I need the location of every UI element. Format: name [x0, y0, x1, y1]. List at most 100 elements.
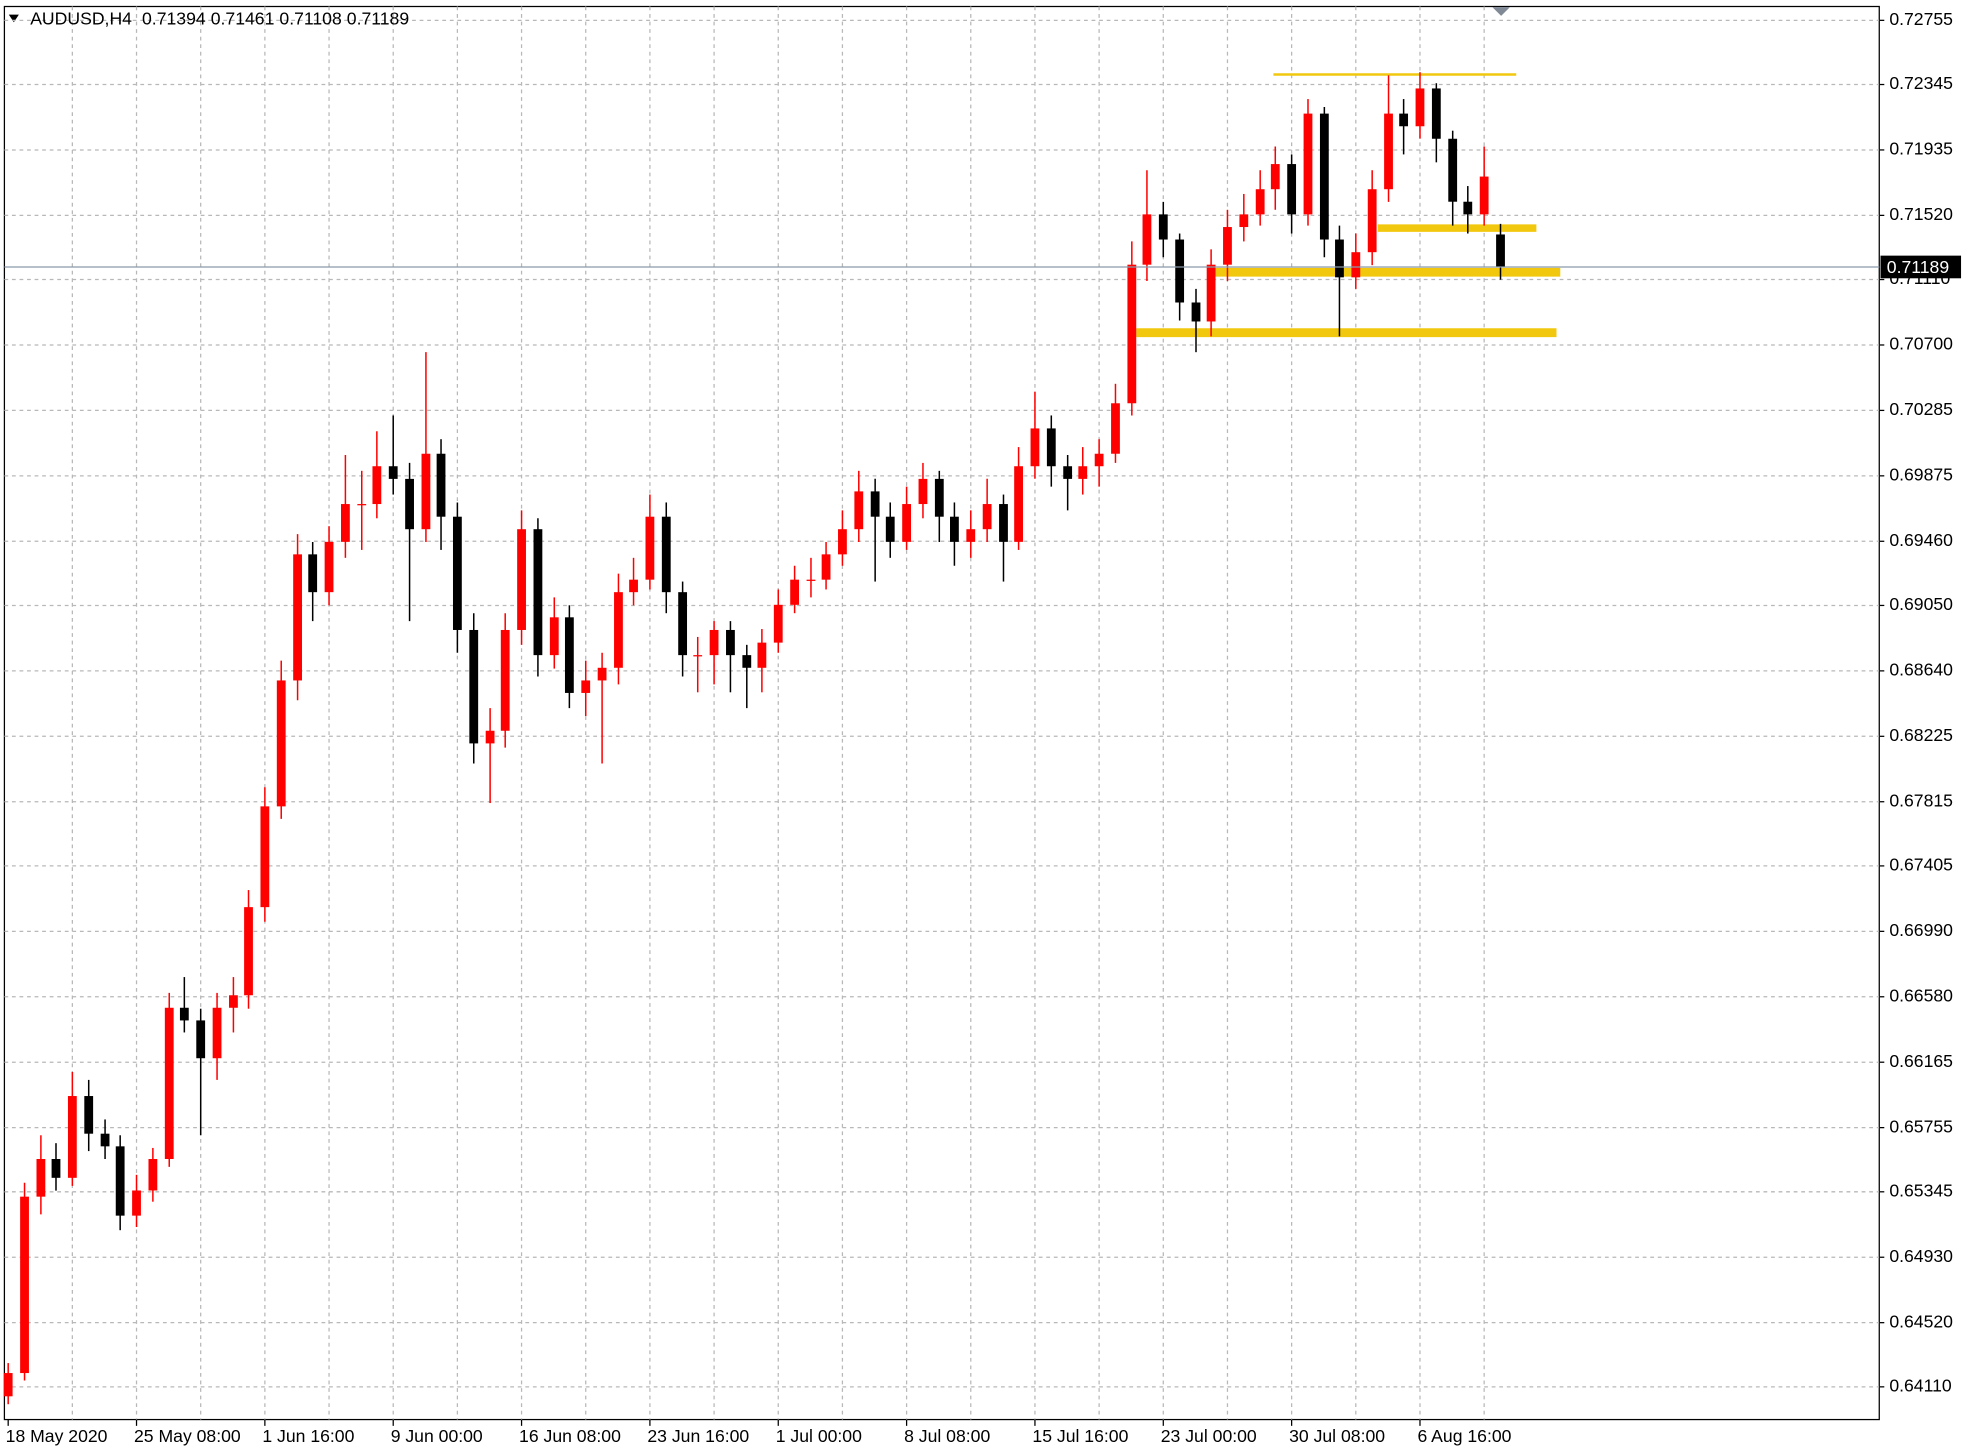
y-tick-label: 0.65345 [1889, 1180, 1953, 1200]
candle-body [1319, 113, 1329, 240]
candle-body [1206, 264, 1216, 322]
candle-body [357, 504, 367, 506]
candle-body [1496, 234, 1505, 267]
candle-body [1479, 176, 1489, 215]
candle-body [20, 1196, 29, 1374]
x-tick-label: 15 Jul 16:00 [1032, 1426, 1128, 1446]
candle-body [436, 453, 446, 517]
candle-body [709, 629, 719, 656]
x-tick-label: 25 May 08:00 [134, 1426, 241, 1446]
candle-body [1399, 113, 1409, 127]
candle-body [1111, 403, 1120, 454]
y-tick-label: 0.68225 [1889, 725, 1953, 745]
candle-body [212, 1007, 222, 1059]
candle-body [276, 680, 286, 807]
candle-body [902, 504, 912, 542]
candle-body [51, 1159, 61, 1178]
candle-body [3, 1373, 13, 1397]
y-tick-label: 0.64110 [1889, 1376, 1952, 1396]
candle-body [293, 554, 302, 681]
candle-body [726, 629, 735, 656]
candle-body [115, 1146, 125, 1216]
candle-body [1030, 428, 1040, 467]
candle-body [469, 629, 479, 744]
candle-body [1142, 214, 1152, 265]
candle-body [821, 554, 831, 580]
candle-body [1415, 88, 1425, 127]
y-tick-label: 0.71935 [1889, 139, 1953, 159]
candle-body [1463, 201, 1473, 215]
candle-body [500, 629, 510, 731]
candle-body [1384, 113, 1393, 190]
candle-body [693, 655, 703, 657]
candle-body [678, 592, 688, 656]
x-tick-label: 1 Jun 16:00 [262, 1426, 354, 1446]
candle-body [564, 617, 574, 693]
y-tick-label: 0.67405 [1889, 855, 1953, 875]
candle-body [661, 516, 671, 593]
x-tick-label: 23 Jun 16:00 [647, 1426, 749, 1446]
y-tick-label: 0.69050 [1889, 594, 1953, 614]
ohlc-value: 0.71189 [347, 8, 409, 28]
candle-body [999, 504, 1008, 542]
ohlc-value: 0.71461 [211, 8, 275, 28]
candle-body [742, 655, 752, 668]
candle-body [629, 579, 638, 593]
y-tick-label: 0.67815 [1889, 790, 1953, 810]
candle-body [452, 516, 462, 630]
candle-body [1367, 189, 1377, 253]
candle-body [421, 453, 431, 530]
y-tick-label: 0.65755 [1889, 1116, 1953, 1136]
candle-body [806, 579, 816, 581]
x-tick-label: 1 Jul 00:00 [776, 1426, 862, 1446]
symbol: AUDUSD,H4 [30, 8, 132, 28]
candle-body [179, 1007, 189, 1021]
candle-body [533, 529, 543, 656]
candle-body [388, 466, 398, 479]
y-tick-label: 0.70700 [1889, 334, 1953, 354]
candle-body [1046, 428, 1056, 467]
y-tick-label: 0.70285 [1889, 399, 1953, 419]
candle-body [549, 617, 559, 656]
y-tick-label: 0.69875 [1889, 464, 1953, 484]
plot-frame [3, 5, 1880, 1421]
y-tick-label: 0.68640 [1889, 660, 1953, 680]
x-tick-label: 30 Jul 08:00 [1289, 1426, 1385, 1446]
y-tick-label: 0.66580 [1889, 985, 1953, 1005]
y-tick-label: 0.72755 [1889, 9, 1953, 29]
y-tick-label: 0.66165 [1889, 1051, 1953, 1071]
x-tick-label: 9 Jun 00:00 [391, 1426, 483, 1446]
price-label: 0.71189 [1887, 257, 1949, 277]
candle-body [1335, 239, 1344, 278]
candle-body [1094, 453, 1104, 467]
menu-triangle[interactable] [8, 14, 19, 23]
candle-body [982, 504, 992, 530]
candle-body [36, 1159, 46, 1197]
shift-marker[interactable] [1492, 7, 1510, 16]
candle-body [148, 1159, 158, 1191]
candle-body [132, 1190, 141, 1216]
candle-body [790, 579, 800, 605]
candle-body [966, 529, 976, 542]
candle-body [645, 516, 655, 580]
candle-body [597, 667, 607, 681]
candle-body [1014, 466, 1023, 542]
candle-body [918, 478, 928, 505]
candle-body [614, 592, 623, 668]
candle-body [372, 466, 382, 505]
y-tick-label: 0.64520 [1889, 1311, 1953, 1331]
candle-body [1175, 239, 1185, 303]
candle-body [164, 1007, 174, 1160]
candle-body [244, 907, 253, 996]
y-tick-label: 0.64930 [1889, 1246, 1953, 1266]
y-tick-label: 0.69460 [1889, 530, 1953, 550]
candle-body [1351, 252, 1361, 278]
candle-body [405, 478, 414, 530]
candle-body [1127, 264, 1137, 404]
y-tick-label: 0.72345 [1889, 73, 1953, 93]
candle-body [229, 995, 238, 1008]
ohlc-value: 0.71108 [279, 8, 342, 28]
